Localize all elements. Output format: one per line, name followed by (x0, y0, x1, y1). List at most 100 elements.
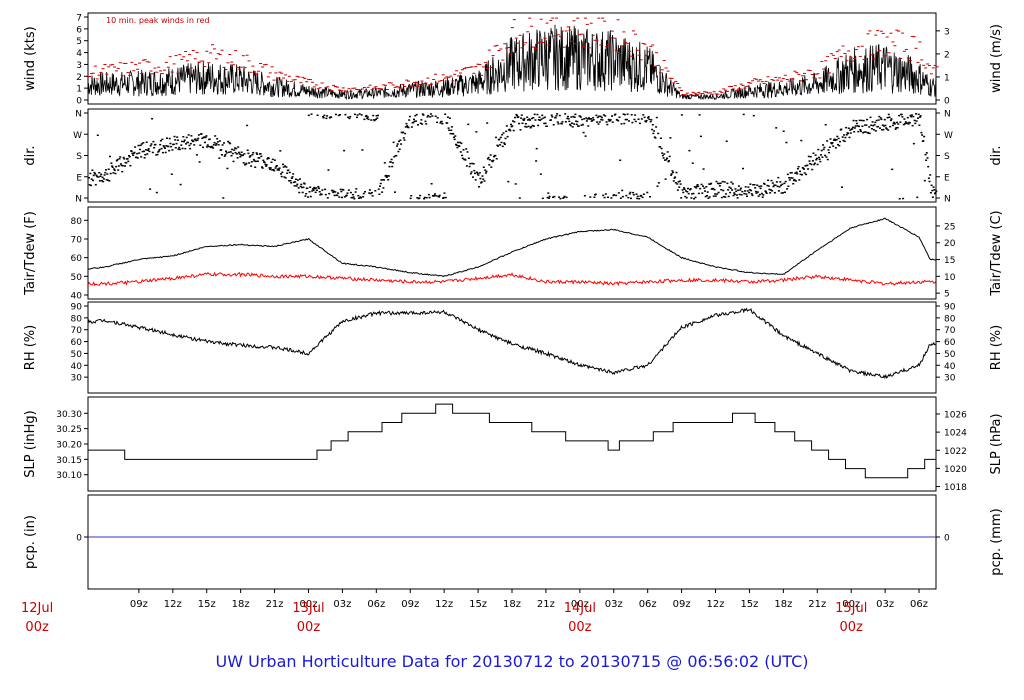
direction-point (581, 118, 584, 121)
peak-mark (805, 79, 808, 81)
peak-mark (466, 67, 470, 69)
peak-mark (113, 66, 116, 68)
peak-mark (399, 87, 403, 89)
peak-mark (801, 75, 805, 77)
peak-mark (528, 17, 532, 19)
panel-temperature: Tair/Tdew (F) Tair/Tdew (C)40506070805101… (23, 206, 1004, 302)
direction-point (214, 135, 217, 137)
peak-mark (862, 59, 866, 60)
peak-mark (753, 78, 757, 80)
direction-point (659, 146, 662, 148)
peak-mark (464, 67, 468, 69)
peak-mark (297, 76, 301, 78)
direction-point (826, 158, 829, 161)
direction-point (772, 185, 775, 188)
direction-point (626, 118, 628, 121)
direction-point (127, 160, 130, 163)
direction-point (736, 197, 739, 199)
direction-point (730, 181, 733, 183)
peak-mark (193, 58, 197, 60)
direction-point (503, 143, 506, 145)
direction-point (285, 166, 288, 168)
direction-point (504, 137, 507, 140)
direction-point (170, 145, 173, 148)
direction-point (875, 119, 878, 122)
y-tick-label-left: 6 (76, 25, 82, 35)
direction-point (858, 119, 861, 122)
direction-point (296, 183, 299, 186)
direction-point (402, 137, 405, 139)
direction-point (889, 125, 892, 128)
direction-point (527, 125, 530, 128)
peak-mark (314, 84, 318, 86)
direction-point (621, 195, 624, 198)
y-tick-label-left: 50 (71, 350, 83, 360)
direction-point (94, 173, 97, 175)
direction-point (261, 166, 263, 168)
peak-mark (462, 68, 466, 69)
peak-mark (501, 59, 505, 61)
peak-mark (643, 43, 647, 45)
direction-point (773, 192, 776, 194)
direction-point (410, 126, 413, 128)
direction-point (210, 146, 213, 149)
peak-mark (211, 44, 214, 46)
direction-point (605, 121, 608, 123)
direction-point (467, 123, 470, 126)
direction-point (146, 153, 149, 155)
direction-point (728, 186, 731, 188)
direction-point (482, 166, 485, 168)
peak-mark (755, 78, 758, 80)
direction-point (570, 116, 573, 118)
direction-point (284, 165, 287, 167)
direction-point (326, 197, 329, 199)
peak-mark (585, 23, 589, 25)
slp-series-line (88, 403, 936, 479)
direction-point (896, 127, 899, 129)
direction-point (418, 197, 421, 199)
direction-point (502, 132, 505, 134)
x-tick-label: 09z (401, 599, 419, 610)
direction-point (594, 193, 597, 195)
direction-point (676, 189, 679, 191)
direction-point (593, 196, 596, 198)
direction-point (273, 159, 276, 161)
direction-point (552, 196, 554, 198)
peak-mark (747, 82, 751, 83)
direction-point (461, 157, 464, 160)
panel-frame (87, 12, 937, 105)
direction-point (878, 115, 881, 118)
direction-point (122, 156, 125, 159)
direction-point (371, 195, 374, 197)
direction-point (387, 179, 390, 181)
direction-point (332, 190, 335, 192)
direction-point (191, 139, 194, 141)
peak-mark (97, 74, 101, 76)
direction-point (105, 169, 107, 171)
peak-mark (134, 63, 138, 65)
direction-point (851, 128, 854, 130)
direction-point (368, 192, 371, 194)
direction-point (902, 123, 905, 126)
direction-point (301, 186, 303, 189)
direction-point (567, 118, 570, 120)
peak-mark (393, 86, 397, 88)
direction-point (815, 159, 818, 161)
peak-mark (370, 89, 374, 91)
direction-point (265, 165, 268, 167)
direction-point (583, 195, 586, 197)
peak-mark (508, 53, 512, 55)
direction-point (657, 132, 660, 135)
peak-mark (445, 76, 449, 78)
direction-point (393, 156, 396, 158)
peak-mark (435, 82, 439, 84)
direction-point (520, 114, 523, 116)
direction-point (436, 117, 439, 119)
direction-point (925, 159, 928, 161)
peak-mark (336, 86, 339, 88)
direction-point (413, 120, 416, 123)
direction-point (342, 189, 345, 191)
peak-mark (924, 67, 928, 69)
direction-point (332, 191, 335, 194)
peak-mark (274, 72, 278, 74)
